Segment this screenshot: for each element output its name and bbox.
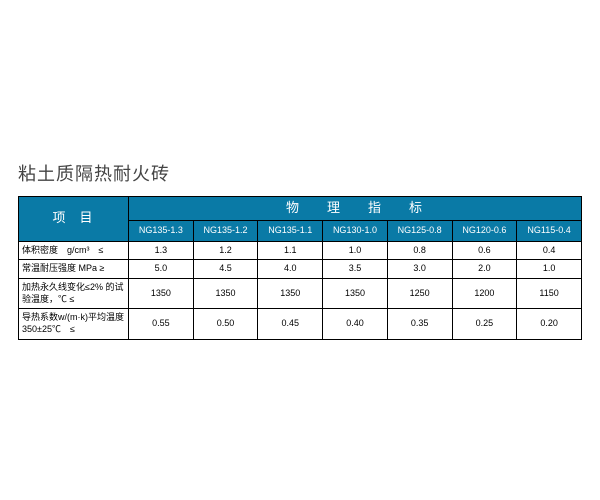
cell: 0.20 xyxy=(517,309,582,339)
row-label: 加热永久线变化≤2% 的试验温度，℃ ≤ xyxy=(19,278,129,308)
row-label: 常温耐压强度 MPa ≥ xyxy=(19,260,129,279)
cell: 1350 xyxy=(193,278,258,308)
spec-table: 项目 物理指标 NG135-1.3 NG135-1.2 NG135-1.1 NG… xyxy=(18,196,582,340)
cell: 0.8 xyxy=(387,241,452,260)
header-row-1: 项目 物理指标 xyxy=(19,197,582,221)
col-header: NG130-1.0 xyxy=(323,220,388,241)
cell: 1150 xyxy=(517,278,582,308)
cell: 1.1 xyxy=(258,241,323,260)
cell: 1350 xyxy=(129,278,194,308)
cell: 3.5 xyxy=(323,260,388,279)
col-header: NG120-0.6 xyxy=(452,220,517,241)
content-region: 粘土质隔热耐火砖 项目 物理指标 NG135-1.3 NG135-1.2 NG1… xyxy=(18,160,582,340)
row-label: 导热系数w/(m·k)平均温度350±25℃ ≤ xyxy=(19,309,129,339)
group-header: 物理指标 xyxy=(129,197,582,221)
cell: 0.50 xyxy=(193,309,258,339)
col-header: NG135-1.1 xyxy=(258,220,323,241)
table-title: 粘土质隔热耐火砖 xyxy=(18,160,582,186)
table-row: 加热永久线变化≤2% 的试验温度，℃ ≤ 1350 1350 1350 1350… xyxy=(19,278,582,308)
table-row: 常温耐压强度 MPa ≥ 5.0 4.5 4.0 3.5 3.0 2.0 1.0 xyxy=(19,260,582,279)
col-header: NG125-0.8 xyxy=(387,220,452,241)
cell: 1350 xyxy=(258,278,323,308)
cell: 1.2 xyxy=(193,241,258,260)
cell: 4.5 xyxy=(193,260,258,279)
table-row: 导热系数w/(m·k)平均温度350±25℃ ≤ 0.55 0.50 0.45 … xyxy=(19,309,582,339)
col-header: NG135-1.2 xyxy=(193,220,258,241)
cell: 1.3 xyxy=(129,241,194,260)
cell: 0.45 xyxy=(258,309,323,339)
cell: 1350 xyxy=(323,278,388,308)
cell: 5.0 xyxy=(129,260,194,279)
corner-header: 项目 xyxy=(19,197,129,242)
cell: 1250 xyxy=(387,278,452,308)
cell: 1.0 xyxy=(517,260,582,279)
col-header: NG115-0.4 xyxy=(517,220,582,241)
cell: 2.0 xyxy=(452,260,517,279)
cell: 1200 xyxy=(452,278,517,308)
cell: 4.0 xyxy=(258,260,323,279)
cell: 1.0 xyxy=(323,241,388,260)
cell: 0.55 xyxy=(129,309,194,339)
col-header: NG135-1.3 xyxy=(129,220,194,241)
cell: 3.0 xyxy=(387,260,452,279)
cell: 0.25 xyxy=(452,309,517,339)
cell: 0.4 xyxy=(517,241,582,260)
row-label: 体积密度 g/cm³ ≤ xyxy=(19,241,129,260)
cell: 0.6 xyxy=(452,241,517,260)
cell: 0.35 xyxy=(387,309,452,339)
table-row: 体积密度 g/cm³ ≤ 1.3 1.2 1.1 1.0 0.8 0.6 0.4 xyxy=(19,241,582,260)
cell: 0.40 xyxy=(323,309,388,339)
